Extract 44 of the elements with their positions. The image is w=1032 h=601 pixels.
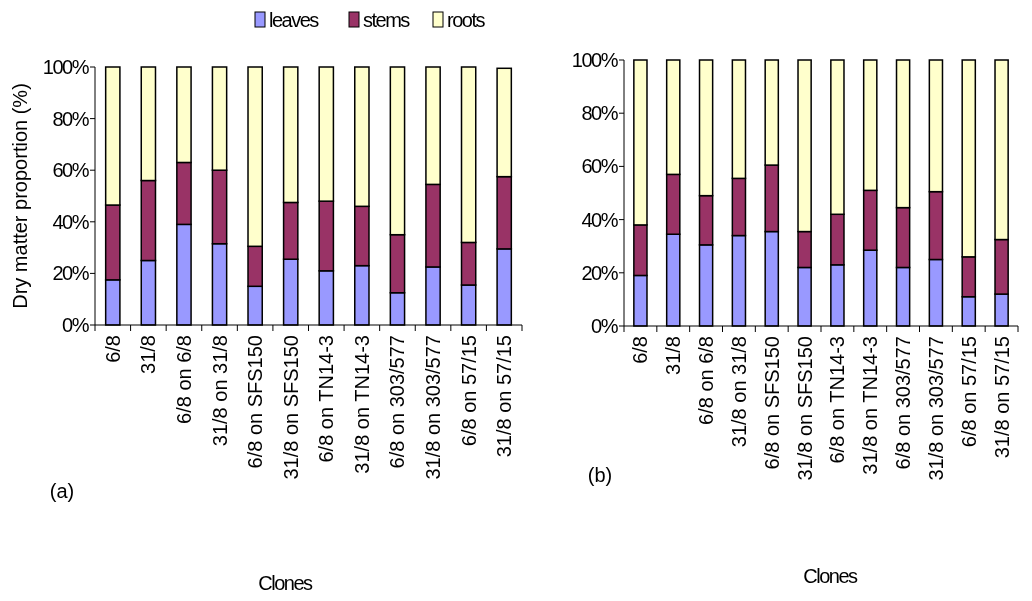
legend-label: stems xyxy=(363,9,411,31)
y-tick-label: 40% xyxy=(581,208,619,231)
text: (b) xyxy=(587,464,613,486)
x-tick-label: 31/8 on TN14-3 xyxy=(859,336,882,475)
x-tick-label: 6/8 on TN14-3 xyxy=(315,335,338,463)
y-tick-label: 60% xyxy=(581,155,619,178)
x-tick-label: 31/8 on 57/15 xyxy=(990,336,1013,459)
legend-label: roots xyxy=(447,9,486,31)
x-tick-label: 6/8 on SFS150 xyxy=(244,335,267,469)
x-tick-label: 6/8 on 57/15 xyxy=(457,335,480,447)
x-tick-label: 31/8 on 303/577 xyxy=(422,335,445,480)
x-tick-label: 31/8 on TN14-3 xyxy=(350,335,373,474)
y-tick-label: 20% xyxy=(52,262,90,285)
x-tick-label: 6/8 on 57/15 xyxy=(957,336,980,448)
y-tick-label: 0% xyxy=(62,314,90,336)
x-tick-label: 6/8 on 6/8 xyxy=(172,335,195,424)
x-tick-label: 31/8 on 57/15 xyxy=(493,335,516,458)
x-axis-title: Clones xyxy=(803,565,859,587)
x-tick-label: 6/8 on 303/577 xyxy=(386,335,409,469)
x-tick-label: 6/8 xyxy=(629,336,652,364)
y-tick-label: 100% xyxy=(42,56,90,78)
x-tick-label: 6/8 on TN14-3 xyxy=(826,336,849,464)
x-tick-label: 6/8 on SFS150 xyxy=(760,336,783,470)
y-tick-label: 60% xyxy=(52,159,90,182)
x-tick-label: 31/8 on SFS150 xyxy=(279,335,302,480)
y-tick-label: 100% xyxy=(571,49,619,71)
x-tick-label: 6/8 xyxy=(101,335,124,363)
y-tick-label: 40% xyxy=(52,210,90,233)
y-tick-label: 80% xyxy=(581,102,619,125)
x-tick-label: 31/8 on SFS150 xyxy=(793,336,816,481)
x-tick-label: 6/8 on 6/8 xyxy=(695,336,718,425)
y-tick-label: 80% xyxy=(52,107,90,130)
x-tick-label: 31/8 xyxy=(662,336,685,375)
x-tick-label: 31/8 on 31/8 xyxy=(727,336,750,448)
x-tick-label: 6/8 on 303/577 xyxy=(892,336,915,470)
x-tick-label: 31/8 on 303/577 xyxy=(924,336,947,481)
y-tick-label: 0% xyxy=(591,315,619,337)
x-tick-label: 31/8 on 31/8 xyxy=(208,335,231,447)
x-axis-title: Clones xyxy=(258,572,314,594)
text: (a) xyxy=(49,480,75,502)
legend-label: leaves xyxy=(269,9,320,31)
y-axis-title: Dry matter proportion (%) xyxy=(9,83,31,309)
x-tick-label: 31/8 xyxy=(137,335,160,374)
y-tick-label: 20% xyxy=(581,261,619,284)
